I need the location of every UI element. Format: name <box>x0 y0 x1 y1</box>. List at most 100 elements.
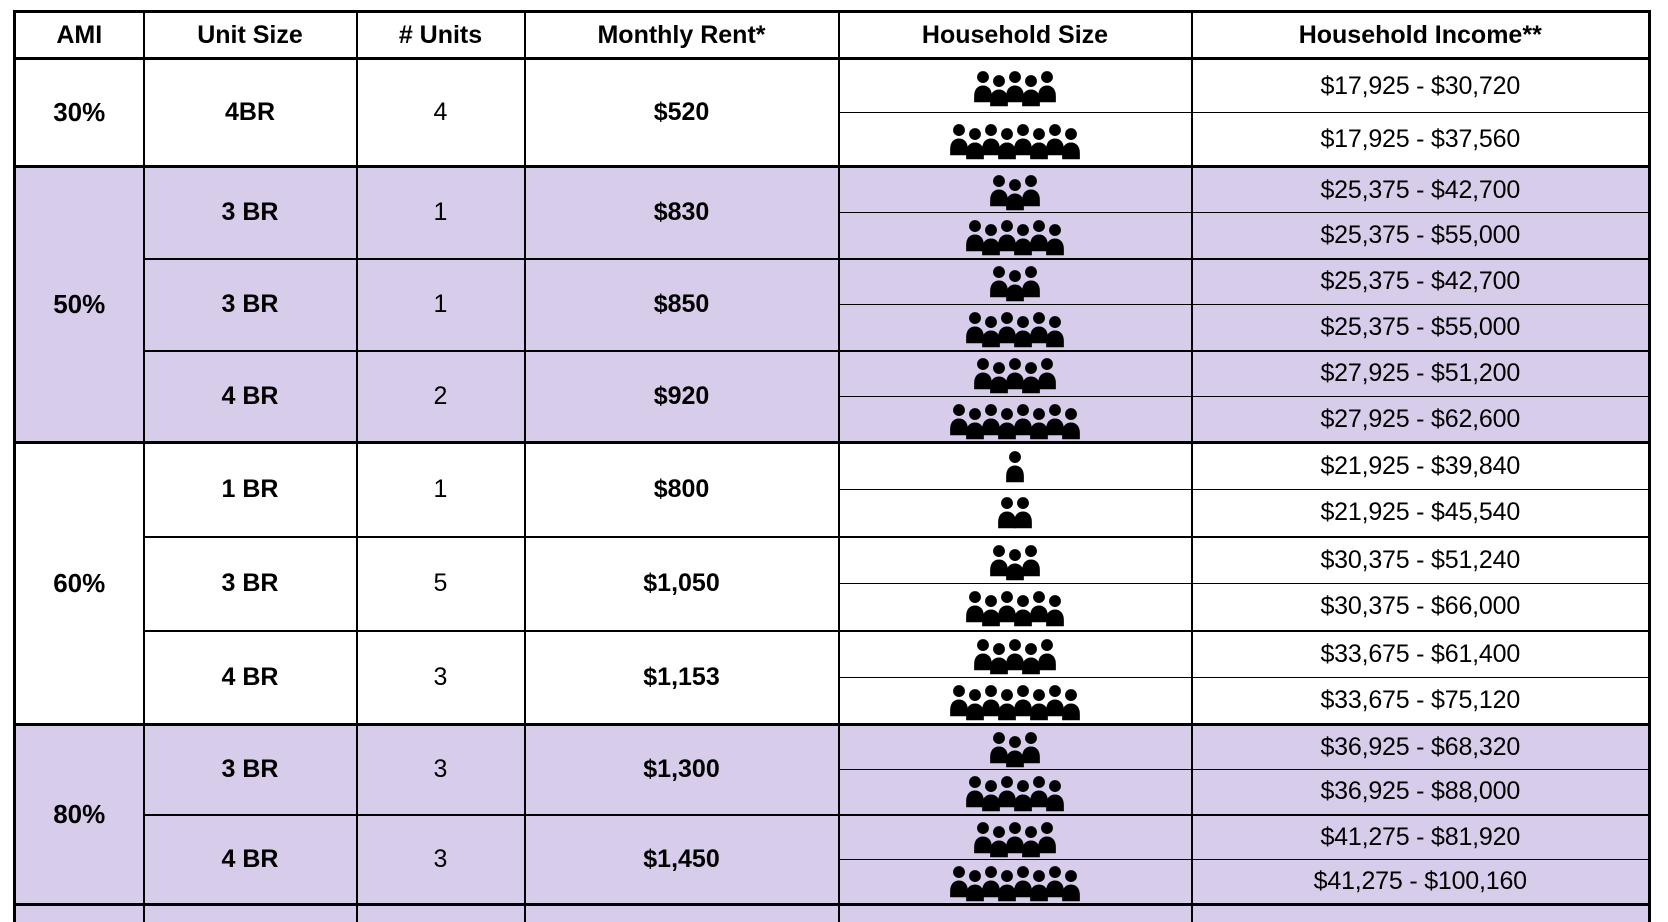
table-row: $41,275 - $100,160 <box>15 859 1651 905</box>
person-icon <box>1006 638 1024 670</box>
header-row: AMI Unit Size # Units Monthly Rent* Househol… <box>13 10 1651 60</box>
income-cell: $25,375 - $42,700 <box>1190 165 1651 213</box>
person-icon <box>1046 685 1064 717</box>
household-size-icons <box>965 219 1065 255</box>
household-size-icons <box>997 496 1033 529</box>
person-icon <box>982 866 1000 898</box>
person-icon <box>950 866 968 898</box>
header-cell-0: AMI <box>13 10 145 60</box>
table-row: 4 BR 3 $1,153 $33,675 - $61,400 <box>15 629 1651 725</box>
person-icon <box>1062 407 1080 439</box>
ami-cell: 80% <box>13 723 145 905</box>
household-size-cell <box>837 535 1193 584</box>
household-size-cell <box>837 349 1193 397</box>
person-icon <box>990 174 1008 206</box>
household-size-icons <box>949 865 1081 902</box>
header-cell-3: Monthly Rent* <box>523 10 840 60</box>
table-header: AMI Unit Size # Units Monthly Rent* Househol… <box>13 10 1651 60</box>
household-size-icons <box>989 265 1041 302</box>
person-icon <box>990 362 1008 394</box>
household-size-icons <box>989 174 1041 210</box>
household-size-cell <box>837 165 1193 213</box>
person-icon <box>1038 358 1056 390</box>
person-icon <box>990 266 1008 298</box>
household-size-icons <box>973 357 1057 394</box>
person-icon <box>1030 127 1048 159</box>
num-units-cell: 5 <box>355 535 526 631</box>
ami-cell: 50% <box>13 165 145 443</box>
household-size-cell <box>837 304 1193 351</box>
income-cell: $33,675 - $75,120 <box>1190 677 1651 725</box>
person-icon <box>1014 315 1032 347</box>
income-cell: $21,925 - $45,540 <box>1190 489 1651 537</box>
income-cell: $25,375 - $55,000 <box>1190 212 1651 259</box>
unit-size-cell: 3 BR <box>142 723 358 815</box>
person-icon <box>998 127 1016 159</box>
person-icon <box>1030 407 1048 439</box>
household-size-icons <box>973 70 1057 106</box>
household-size-icons <box>949 123 1081 159</box>
household-size-cell <box>837 257 1193 305</box>
person-icon <box>982 123 1000 155</box>
person-icon <box>990 544 1008 576</box>
person-icon <box>1022 174 1040 206</box>
unit-size-cell: 3 BR <box>142 257 358 351</box>
num-units-cell: 1 <box>355 165 526 259</box>
household-size-cell <box>837 57 1193 113</box>
table-row: $25,375 - $55,000 <box>15 212 1651 259</box>
person-icon <box>1062 127 1080 159</box>
household-size-cell <box>837 396 1193 443</box>
person-icon <box>1030 689 1048 721</box>
income-cell: $30,375 - $51,240 <box>1190 535 1651 584</box>
table-row: $17,925 - $37,560 <box>15 112 1651 167</box>
unit-size-cell: 4 BR <box>142 349 358 443</box>
person-icon <box>1014 497 1032 529</box>
income-cell: $21,925 - $39,840 <box>1190 441 1651 490</box>
table-row: 3 BR 5 $1,050 $30,375 - $51,240 <box>15 535 1651 631</box>
income-cell: $41,275 - $100,160 <box>1190 859 1651 905</box>
person-icon <box>1006 70 1024 102</box>
person-icon <box>1030 311 1048 343</box>
monthly-rent-cell: $1,153 <box>523 629 840 725</box>
income-cell: $25,375 - $55,000 <box>1190 304 1651 351</box>
person-icon <box>1046 403 1064 435</box>
person-icon <box>1006 548 1024 580</box>
household-size-icons <box>973 821 1057 857</box>
person-icon <box>950 403 968 435</box>
household-size-icons <box>989 731 1041 768</box>
income-cell: $17,925 - $37,560 <box>1190 112 1651 167</box>
header-cell-1: Unit Size <box>142 10 358 60</box>
num-units-cell: 3 <box>355 629 526 725</box>
person-icon <box>1014 866 1032 898</box>
person-icon <box>966 870 984 902</box>
person-icon <box>1046 780 1064 812</box>
header-cell-5: Household Income** <box>1190 10 1651 60</box>
table-row: 3 BR 1 $850 $25,375 - $42,700 <box>15 257 1651 351</box>
person-icon <box>1030 870 1048 902</box>
clipped-cell <box>523 903 840 922</box>
household-size-icons <box>949 403 1081 439</box>
person-icon <box>1014 595 1032 627</box>
person-icon <box>990 732 1008 764</box>
person-icon <box>1046 315 1064 347</box>
household-size-cell <box>837 859 1193 905</box>
person-icon <box>1006 178 1024 210</box>
table-row: $27,925 - $62,600 <box>15 396 1651 443</box>
person-icon <box>1014 223 1032 255</box>
table-row: $33,675 - $75,120 <box>15 677 1651 725</box>
household-size-cell <box>837 629 1193 678</box>
table-row: $25,375 - $55,000 <box>15 304 1651 351</box>
person-icon <box>998 311 1016 343</box>
person-icon <box>1022 825 1040 857</box>
household-size-icons <box>949 684 1081 721</box>
monthly-rent-cell: $1,450 <box>523 813 840 905</box>
person-icon <box>966 407 984 439</box>
income-cell: $27,925 - $51,200 <box>1190 349 1651 397</box>
table-row: $21,925 - $45,540 <box>15 489 1651 537</box>
person-icon <box>998 870 1016 902</box>
person-icon <box>1038 70 1056 102</box>
unit-size-cell: 1 BR <box>142 441 358 537</box>
household-size-cell <box>837 723 1193 770</box>
person-icon <box>1022 642 1040 674</box>
